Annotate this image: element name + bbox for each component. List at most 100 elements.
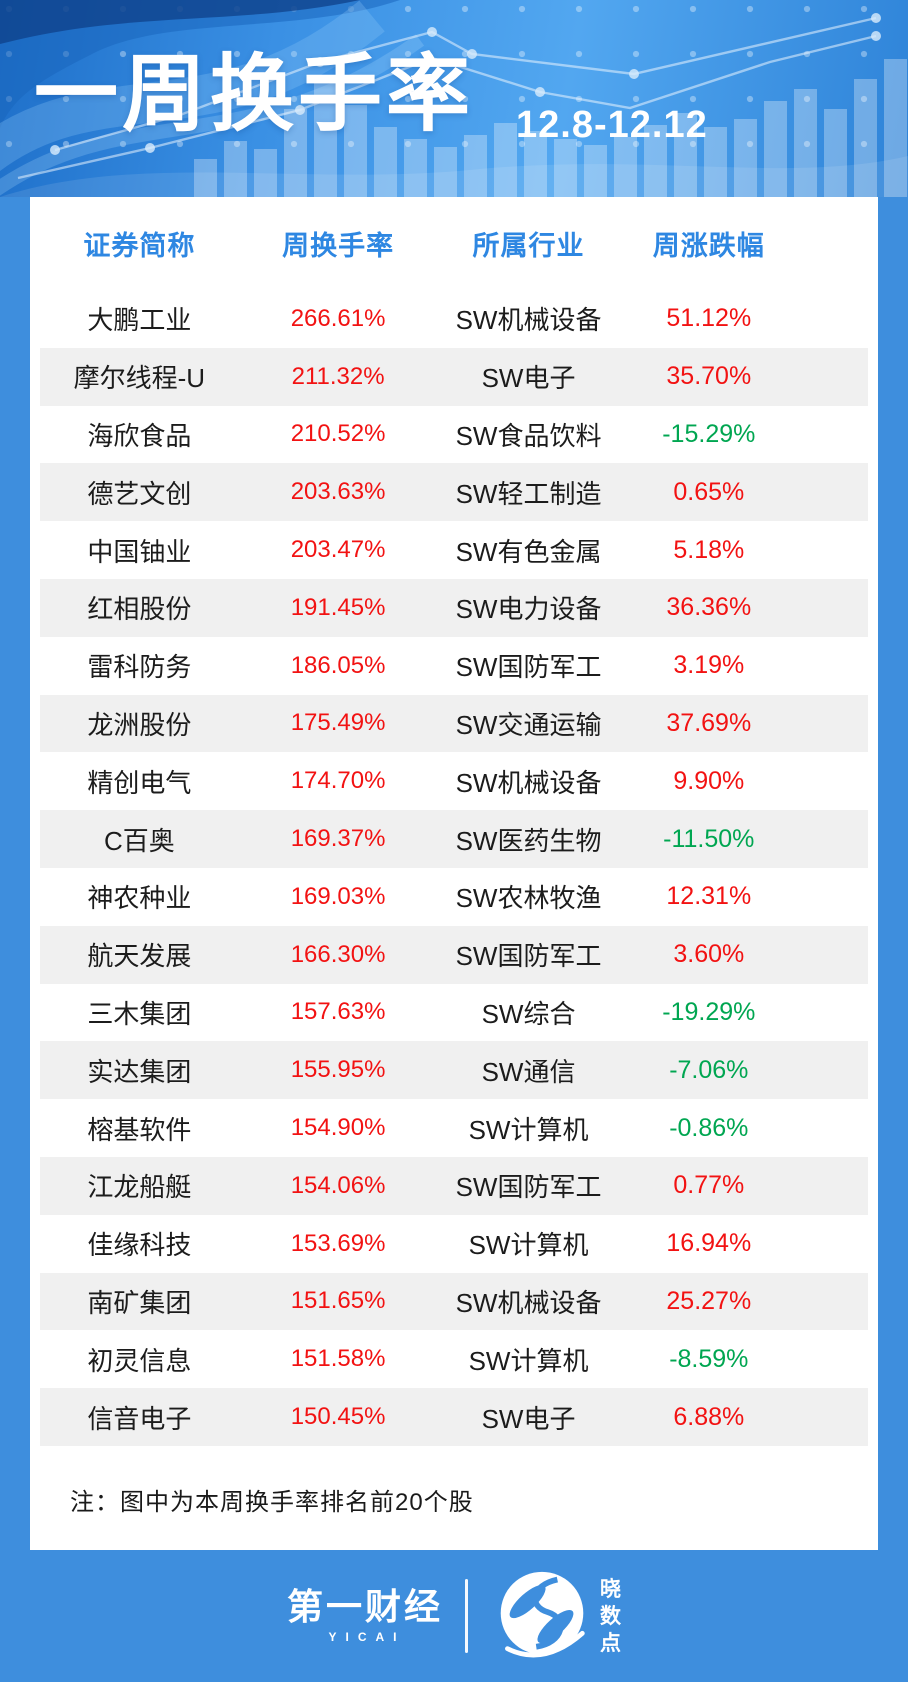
- stock-name: 龙洲股份: [87, 709, 192, 740]
- change-value: -8.59%: [669, 1344, 749, 1373]
- industry: SW交通运输: [455, 709, 602, 740]
- change-value: 51.12%: [666, 304, 752, 333]
- stock-name: 榕基软件: [87, 1114, 192, 1145]
- table-row: 实达集团 155.95% SW通信 -7.06%: [40, 1041, 868, 1100]
- change-value: 25.27%: [666, 1286, 752, 1315]
- stock-name: 中国铀业: [87, 536, 192, 567]
- change-value: 12.31%: [666, 882, 752, 911]
- stock-name: 信音电子: [87, 1403, 192, 1434]
- turnover-value: 150.45%: [290, 1403, 386, 1431]
- col-header-stock-name: 证券简称: [83, 231, 196, 261]
- xiaoshudian-name: 晓 数 点: [600, 1576, 621, 1657]
- change-value: 16.94%: [666, 1229, 752, 1258]
- table-row: 神农种业 169.03% SW农林牧渔 12.31%: [40, 868, 868, 926]
- change-value: 9.90%: [673, 766, 745, 795]
- yicai-logo-text: 第一财经: [286, 1586, 443, 1627]
- turnover-value: 155.95%: [290, 1056, 386, 1084]
- stock-name: 初灵信息: [87, 1345, 192, 1376]
- stock-name: 航天发展: [87, 941, 192, 972]
- turnover-value: 169.03%: [290, 882, 386, 910]
- xiaoshudian-char: 晓: [600, 1577, 621, 1601]
- table-row: 初灵信息 151.58% SW计算机 -8.59%: [40, 1330, 868, 1388]
- table-row: 江龙船艇 154.06% SW国防军工 0.77%: [40, 1156, 868, 1215]
- industry: SW电子: [481, 363, 576, 394]
- change-value: 3.19%: [673, 651, 745, 680]
- stock-name: 大鹏工业: [87, 305, 192, 336]
- stock-name: 摩尔线程-U: [73, 363, 206, 394]
- footer-divider: [465, 1579, 468, 1653]
- turnover-value: 151.58%: [290, 1345, 386, 1373]
- turnover-value: 203.63%: [290, 478, 386, 506]
- banner: 一周换手率 12.8-12.12: [0, 0, 908, 197]
- industry: SW国防军工: [455, 941, 602, 972]
- stock-name: 佳缘科技: [87, 1230, 192, 1261]
- change-value: 0.65%: [673, 477, 745, 506]
- stock-name: 德艺文创: [87, 478, 192, 509]
- table-row: 三木集团 157.63% SW综合 -19.29%: [40, 984, 868, 1042]
- change-value: -19.29%: [662, 997, 756, 1026]
- industry: SW轻工制造: [455, 478, 602, 509]
- stock-name: 精创电气: [87, 767, 192, 798]
- turnover-value: 211.32%: [291, 362, 385, 390]
- table-row: 摩尔线程-U 211.32% SW电子 35.70%: [40, 347, 868, 406]
- change-value: 35.70%: [666, 362, 752, 391]
- table-row: 信音电子 150.45% SW电子 6.88%: [40, 1388, 868, 1446]
- industry: SW机械设备: [455, 1287, 602, 1318]
- industry: SW机械设备: [455, 305, 602, 336]
- change-value: -7.06%: [669, 1055, 749, 1084]
- change-value: -0.86%: [669, 1113, 749, 1142]
- industry: SW综合: [481, 998, 576, 1029]
- change-value: -11.50%: [663, 824, 755, 853]
- table-row: 榕基软件 154.90% SW计算机 -0.86%: [40, 1099, 868, 1157]
- change-value: 37.69%: [666, 708, 752, 737]
- table-header-row: 证券简称 周换手率 所属行业 周涨跌幅: [40, 197, 868, 290]
- change-value: 6.88%: [673, 1402, 745, 1431]
- table-row: 德艺文创 203.63% SW轻工制造 0.65%: [40, 463, 868, 522]
- col-header-turnover: 周换手率: [282, 231, 395, 261]
- date-range: 12.8-12.12: [516, 104, 708, 146]
- turnover-value: 203.47%: [290, 536, 386, 564]
- table-card: 证券简称 周换手率 所属行业 周涨跌幅 大鹏工业 266.61% SW机械设备 …: [30, 197, 878, 1550]
- turnover-value: 186.05%: [290, 651, 386, 679]
- stock-name: 海欣食品: [87, 420, 192, 451]
- industry: SW医药生物: [455, 825, 602, 856]
- footer: 第一财经 YICAI 晓 数 点: [0, 1550, 908, 1682]
- turnover-value: 154.06%: [290, 1171, 386, 1199]
- change-value: 5.18%: [673, 535, 745, 564]
- industry: SW国防军工: [455, 652, 602, 683]
- table-row: 佳缘科技 153.69% SW计算机 16.94%: [40, 1215, 868, 1273]
- turnover-value: 151.65%: [290, 1287, 386, 1315]
- industry: SW电子: [481, 1403, 576, 1434]
- change-value: 3.60%: [673, 940, 745, 969]
- turnover-value: 175.49%: [290, 709, 386, 737]
- turnover-value: 157.63%: [290, 998, 386, 1026]
- table-row: 红相股份 191.45% SW电力设备 36.36%: [40, 578, 868, 637]
- stock-name: 实达集团: [87, 1056, 192, 1087]
- stock-name: C百奥: [103, 825, 175, 856]
- table-row: 雷科防务 186.05% SW国防军工 3.19%: [40, 637, 868, 695]
- table-row: 中国铀业 203.47% SW有色金属 5.18%: [40, 521, 868, 579]
- industry: SW通信: [481, 1056, 576, 1087]
- turnover-value: 191.45%: [290, 593, 386, 621]
- stock-name: 神农种业: [87, 883, 192, 914]
- yicai-logo-subtext: YICAI: [328, 1630, 406, 1644]
- xiaoshudian-logo-icon: [500, 1571, 585, 1658]
- turnover-table: 证券简称 周换手率 所属行业 周涨跌幅 大鹏工业 266.61% SW机械设备 …: [40, 197, 868, 1446]
- industry: SW国防军工: [455, 1172, 602, 1203]
- turnover-value: 210.52%: [290, 420, 386, 448]
- stock-name: 南矿集团: [87, 1287, 192, 1318]
- stock-name: 雷科防务: [87, 652, 192, 683]
- industry: SW计算机: [468, 1230, 589, 1261]
- turnover-value: 154.90%: [290, 1114, 386, 1142]
- turnover-value: 266.61%: [290, 304, 386, 332]
- turnover-value: 169.37%: [290, 825, 386, 853]
- stock-name: 三木集团: [87, 998, 192, 1029]
- table-row: 海欣食品 210.52% SW食品饮料 -15.29%: [40, 406, 868, 464]
- table-row: C百奥 169.37% SW医药生物 -11.50%: [40, 810, 868, 868]
- banner-decoration-icon: [0, 0, 908, 197]
- stock-name: 江龙船艇: [87, 1172, 192, 1203]
- industry: SW电力设备: [455, 594, 602, 625]
- stock-name: 红相股份: [87, 594, 192, 625]
- col-header-change: 周涨跌幅: [652, 231, 765, 261]
- turnover-value: 153.69%: [290, 1229, 386, 1257]
